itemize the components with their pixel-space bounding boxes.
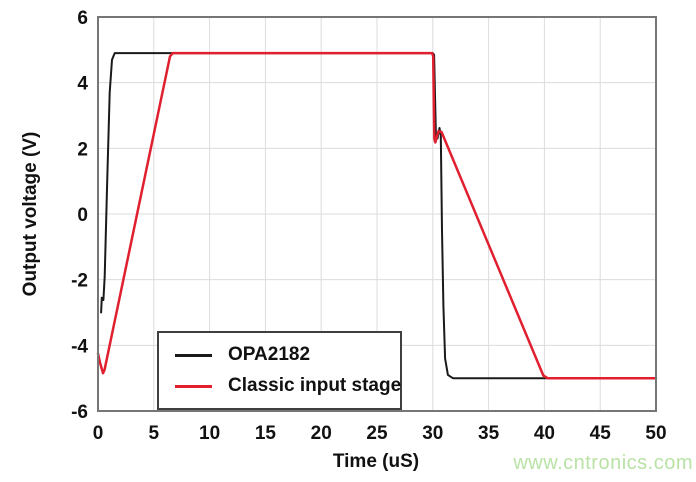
svg-text:0: 0 [77,205,88,226]
watermark: www.cntronics.com [513,452,693,474]
svg-text:45: 45 [590,423,612,444]
legend-item-opa2182: OPA2182 [175,344,400,366]
legend: OPA2182 Classic input stage [157,331,402,410]
svg-text:4: 4 [77,74,88,95]
legend-label-classic-input-stage: Classic input stage [228,375,402,396]
svg-text:15: 15 [255,423,277,444]
x-axis-title: Time (uS) [332,451,420,472]
y-axis-title: Output voltage (V) [20,131,41,297]
svg-text:40: 40 [534,423,555,444]
svg-text:5: 5 [149,423,160,444]
legend-label-opa2182: OPA2182 [228,344,311,365]
svg-text:25: 25 [366,423,388,444]
svg-text:35: 35 [478,423,500,444]
svg-text:2: 2 [77,139,88,160]
svg-text:20: 20 [311,423,332,444]
svg-text:10: 10 [199,423,220,444]
svg-text:0: 0 [93,423,104,444]
svg-text:-6: -6 [71,402,88,423]
legend-line-sample-black [175,353,212,357]
legend-line-sample-red [175,384,212,388]
svg-text:6: 6 [77,8,88,29]
legend-item-classic-input-stage: Classic input stage [175,375,402,397]
svg-text:-2: -2 [71,271,88,292]
svg-text:30: 30 [422,423,443,444]
svg-text:-4: -4 [71,336,88,357]
svg-text:50: 50 [645,423,666,444]
